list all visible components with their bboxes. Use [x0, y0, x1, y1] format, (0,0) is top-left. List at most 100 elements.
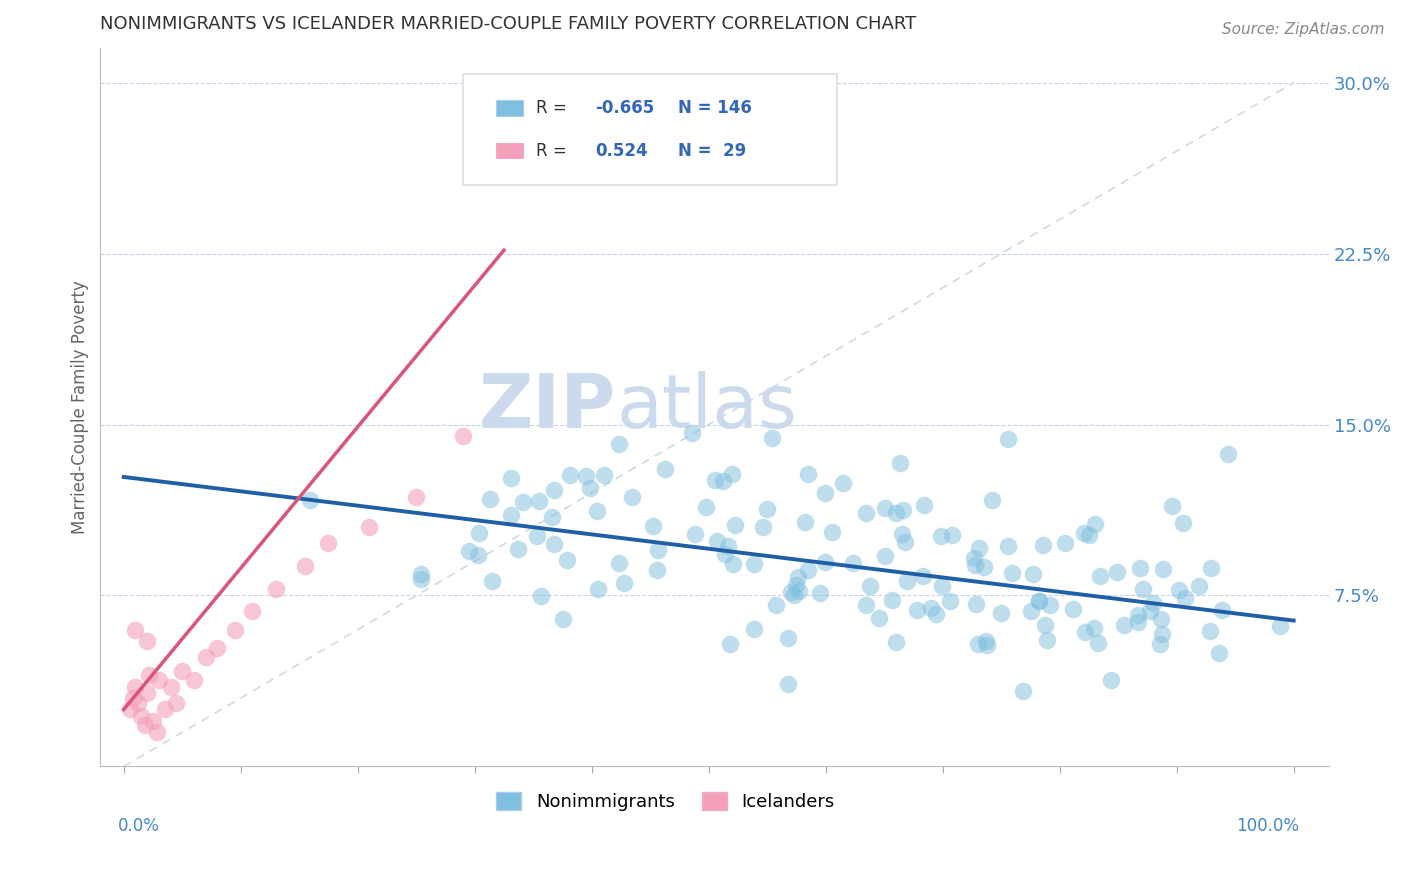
- Point: [224, 623, 246, 637]
- Point: [645, 563, 668, 577]
- FancyBboxPatch shape: [463, 73, 838, 185]
- Point: [925, 607, 948, 622]
- Point: [873, 501, 896, 516]
- Point: [543, 483, 565, 497]
- Point: [1000, 566, 1022, 580]
- Point: [776, 631, 799, 645]
- Point: [529, 589, 551, 603]
- Point: [742, 557, 765, 571]
- Point: [780, 585, 803, 599]
- Point: [997, 432, 1019, 446]
- Point: [527, 494, 550, 508]
- Point: [966, 637, 988, 651]
- Y-axis label: Married-Couple Family Poverty: Married-Couple Family Poverty: [72, 281, 89, 534]
- Point: [796, 467, 818, 482]
- Point: [1152, 627, 1174, 641]
- Point: [467, 548, 489, 562]
- Point: [136, 686, 159, 700]
- Point: [122, 691, 145, 706]
- Point: [458, 544, 481, 558]
- Point: [553, 612, 575, 626]
- Point: [1199, 561, 1222, 575]
- Point: [1028, 593, 1050, 607]
- Point: [409, 567, 432, 582]
- Point: [1019, 604, 1042, 618]
- Point: [1199, 624, 1222, 639]
- Text: -0.665: -0.665: [595, 99, 655, 117]
- Point: [142, 714, 165, 728]
- Point: [896, 574, 918, 588]
- Point: [931, 579, 953, 593]
- Point: [1132, 582, 1154, 596]
- Point: [941, 527, 963, 541]
- Point: [814, 555, 837, 569]
- Point: [620, 490, 643, 504]
- Point: [963, 551, 986, 566]
- Point: [911, 569, 934, 583]
- Point: [1268, 619, 1291, 633]
- Point: [575, 469, 598, 483]
- Point: [723, 557, 745, 571]
- Point: [797, 563, 820, 577]
- Point: [578, 481, 600, 495]
- Point: [859, 579, 882, 593]
- Point: [1099, 673, 1122, 688]
- Point: [963, 558, 986, 573]
- Point: [138, 668, 160, 682]
- Point: [713, 547, 735, 561]
- Point: [855, 598, 877, 612]
- Point: [359, 520, 381, 534]
- Point: [194, 650, 217, 665]
- Point: [1083, 621, 1105, 635]
- Point: [821, 525, 844, 540]
- Text: N =  29: N = 29: [678, 142, 747, 160]
- Point: [318, 536, 340, 550]
- Text: ZIP: ZIP: [479, 371, 616, 444]
- Point: [997, 539, 1019, 553]
- Point: [785, 578, 807, 592]
- Text: 0.524: 0.524: [595, 142, 648, 160]
- Legend: Nonimmigrants, Icelanders: Nonimmigrants, Icelanders: [489, 785, 842, 819]
- Point: [976, 639, 998, 653]
- Point: [512, 495, 534, 509]
- Point: [724, 518, 747, 533]
- Point: [718, 637, 741, 651]
- Point: [832, 475, 855, 490]
- Point: [720, 467, 742, 481]
- Point: [695, 500, 717, 515]
- Point: [1031, 538, 1053, 552]
- Point: [541, 509, 564, 524]
- Point: [134, 718, 156, 732]
- Point: [172, 664, 194, 678]
- Point: [264, 582, 287, 596]
- Text: R =: R =: [537, 142, 578, 160]
- Point: [1012, 684, 1035, 698]
- Point: [1139, 604, 1161, 618]
- Point: [242, 604, 264, 618]
- Point: [526, 529, 548, 543]
- Point: [508, 541, 530, 556]
- Point: [1028, 593, 1050, 607]
- Point: [613, 576, 636, 591]
- Point: [1150, 612, 1173, 626]
- Point: [974, 633, 997, 648]
- Point: [706, 533, 728, 548]
- Point: [920, 601, 942, 615]
- Point: [681, 426, 703, 441]
- Point: [1173, 516, 1195, 530]
- Point: [148, 673, 170, 687]
- Point: [136, 634, 159, 648]
- Point: [1062, 601, 1084, 615]
- Point: [451, 429, 474, 443]
- Point: [1149, 637, 1171, 651]
- Point: [586, 582, 609, 597]
- Point: [990, 606, 1012, 620]
- Point: [752, 520, 775, 534]
- Point: [1168, 583, 1191, 598]
- Point: [1126, 607, 1149, 622]
- Point: [814, 486, 837, 500]
- Point: [127, 696, 149, 710]
- Point: [794, 515, 817, 529]
- Point: [880, 593, 903, 607]
- Point: [183, 673, 205, 687]
